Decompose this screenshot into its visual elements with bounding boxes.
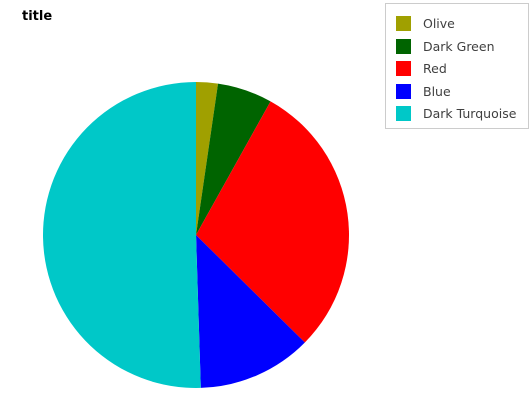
- legend-item: Olive: [396, 16, 455, 31]
- legend-item: Red: [396, 61, 447, 76]
- legend-swatch: [396, 106, 411, 121]
- pie-slice-olive: [196, 82, 219, 235]
- legend-swatch: [396, 83, 411, 99]
- chart-title: title: [22, 9, 53, 24]
- pie-slice-dark-green: [196, 83, 271, 236]
- pie-slice-dark-turquoise: [42, 82, 201, 388]
- pie-slice-blue: [196, 235, 305, 388]
- legend-swatch: [396, 38, 411, 54]
- legend-item: Blue: [396, 83, 451, 99]
- legend-item: Dark Turquoise: [396, 106, 516, 121]
- legend-swatch: [396, 16, 411, 31]
- legend-swatch: [396, 61, 411, 76]
- legend: Olive Dark Green Red Blue Dark Turquoise: [385, 3, 529, 129]
- legend-label: Dark Turquoise: [423, 106, 517, 121]
- legend-item: Dark Green: [396, 38, 495, 54]
- legend-label: Dark Green: [423, 38, 495, 54]
- legend-label: Red: [423, 61, 447, 76]
- legend-label: Blue: [423, 83, 451, 99]
- legend-label: Olive: [423, 16, 455, 31]
- pie-slice-red: [196, 101, 349, 343]
